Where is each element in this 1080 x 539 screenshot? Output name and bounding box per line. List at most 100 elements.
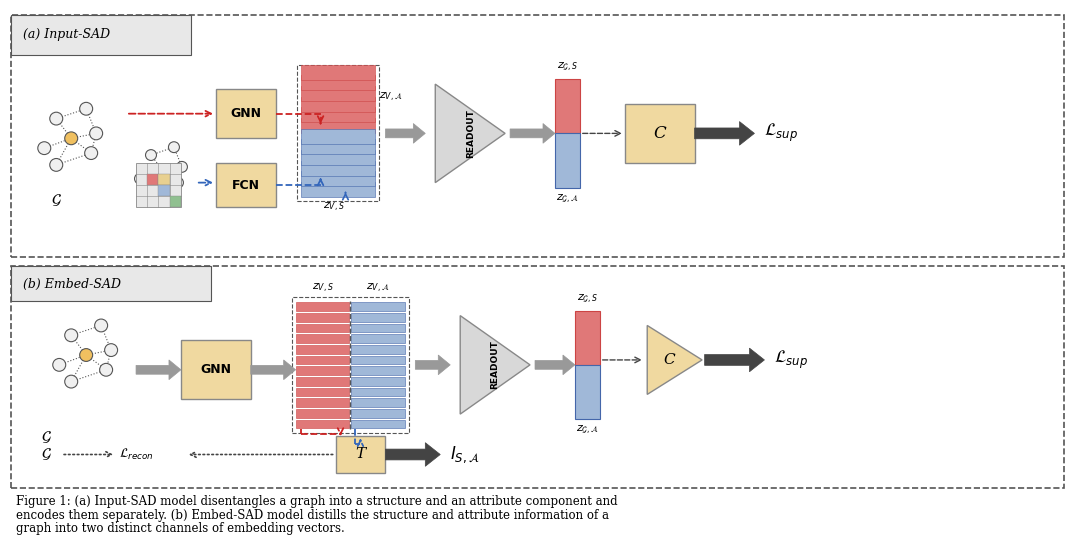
Bar — [296, 367, 350, 375]
Circle shape — [95, 319, 108, 332]
Bar — [12, 266, 1064, 488]
Circle shape — [65, 329, 78, 342]
Polygon shape — [435, 84, 505, 183]
Bar — [300, 150, 376, 165]
Text: $z_{\mathcal{G},\mathcal{A}}$: $z_{\mathcal{G},\mathcal{A}}$ — [556, 192, 579, 205]
Bar — [351, 345, 405, 354]
Bar — [296, 356, 350, 364]
Bar — [181, 340, 251, 399]
Bar — [351, 334, 405, 343]
Circle shape — [158, 165, 168, 176]
Bar — [300, 129, 376, 143]
Bar — [351, 323, 405, 333]
Bar — [351, 313, 405, 322]
Bar — [159, 174, 170, 185]
Bar — [147, 174, 159, 185]
Bar — [296, 334, 350, 343]
Bar — [136, 163, 181, 208]
Bar — [159, 185, 170, 196]
Circle shape — [80, 349, 93, 362]
Bar — [351, 398, 405, 407]
FancyArrow shape — [136, 360, 181, 379]
Bar — [300, 118, 376, 133]
Text: $\mathcal{G}$: $\mathcal{G}$ — [41, 446, 52, 462]
Polygon shape — [647, 326, 702, 395]
Circle shape — [65, 375, 78, 388]
Text: $\mathcal{L}_{sup}$: $\mathcal{L}_{sup}$ — [774, 349, 808, 371]
Text: FCN: FCN — [232, 178, 260, 191]
FancyArrow shape — [251, 360, 296, 379]
Polygon shape — [460, 316, 530, 414]
Text: $\mathcal{G}$: $\mathcal{G}$ — [51, 192, 62, 209]
Text: $\mathcal{G}$: $\mathcal{G}$ — [41, 429, 52, 445]
FancyArrow shape — [535, 355, 575, 375]
FancyArrow shape — [694, 122, 755, 145]
Bar — [296, 345, 350, 354]
Bar — [300, 86, 376, 101]
FancyArrow shape — [510, 123, 555, 143]
Circle shape — [135, 173, 146, 184]
Circle shape — [65, 132, 78, 144]
Bar — [296, 313, 350, 322]
Bar — [351, 367, 405, 375]
Bar — [555, 79, 580, 133]
Circle shape — [173, 177, 184, 188]
Text: GNN: GNN — [200, 363, 231, 376]
Circle shape — [50, 158, 63, 171]
Circle shape — [50, 112, 63, 125]
Bar — [351, 420, 405, 429]
Bar — [170, 196, 181, 208]
Bar — [575, 310, 599, 365]
Text: GNN: GNN — [230, 107, 261, 120]
Text: $z_{\mathcal{G},S}$: $z_{\mathcal{G},S}$ — [577, 292, 598, 305]
Text: $z_{V,\mathcal{A}}$: $z_{V,\mathcal{A}}$ — [379, 91, 403, 104]
Text: $z_{\mathcal{G},\mathcal{A}}$: $z_{\mathcal{G},\mathcal{A}}$ — [576, 424, 598, 437]
Bar — [300, 107, 376, 122]
Circle shape — [90, 127, 103, 140]
FancyArrow shape — [704, 348, 765, 372]
Bar — [351, 388, 405, 396]
Circle shape — [80, 102, 93, 115]
Bar — [300, 171, 376, 186]
Text: $z_{\mathcal{G},S}$: $z_{\mathcal{G},S}$ — [557, 61, 578, 73]
Bar — [297, 65, 379, 202]
Bar — [12, 266, 211, 301]
Bar — [12, 15, 191, 54]
Bar — [12, 15, 1064, 257]
Bar — [296, 302, 350, 311]
Circle shape — [53, 358, 66, 371]
Text: $I_{S,\mathcal{A}}$: $I_{S,\mathcal{A}}$ — [450, 444, 480, 465]
Text: T: T — [355, 447, 365, 461]
Circle shape — [168, 142, 179, 153]
Bar — [300, 182, 376, 197]
Bar — [296, 420, 350, 429]
Bar — [216, 89, 275, 139]
Bar — [292, 297, 409, 433]
Text: Figure 1: (a) Input-SAD model disentangles a graph into a structure and an attri: Figure 1: (a) Input-SAD model disentangl… — [16, 495, 618, 508]
Bar — [351, 409, 405, 418]
Text: $\mathcal{L}_{recon}$: $\mathcal{L}_{recon}$ — [119, 447, 153, 462]
Bar — [300, 65, 376, 80]
Circle shape — [84, 147, 97, 160]
Bar — [300, 161, 376, 176]
Bar — [351, 356, 405, 364]
FancyArrow shape — [386, 123, 426, 143]
Bar — [336, 436, 386, 473]
Bar — [300, 96, 376, 112]
Bar — [296, 377, 350, 386]
Bar — [296, 323, 350, 333]
Circle shape — [176, 162, 188, 172]
Text: $\mathcal{L}_{sup}$: $\mathcal{L}_{sup}$ — [765, 122, 798, 144]
FancyArrow shape — [386, 443, 441, 466]
Circle shape — [146, 150, 157, 161]
Bar — [575, 365, 599, 419]
Circle shape — [105, 344, 118, 356]
Circle shape — [38, 142, 51, 155]
Circle shape — [99, 363, 112, 376]
Text: $z_{V,\mathcal{A}}$: $z_{V,\mathcal{A}}$ — [366, 282, 390, 295]
Bar — [625, 104, 694, 163]
Text: $z_{V,S}$: $z_{V,S}$ — [312, 282, 334, 295]
Text: READOUT: READOUT — [465, 109, 475, 158]
Bar — [300, 140, 376, 154]
Text: (a) Input-SAD: (a) Input-SAD — [24, 29, 110, 42]
